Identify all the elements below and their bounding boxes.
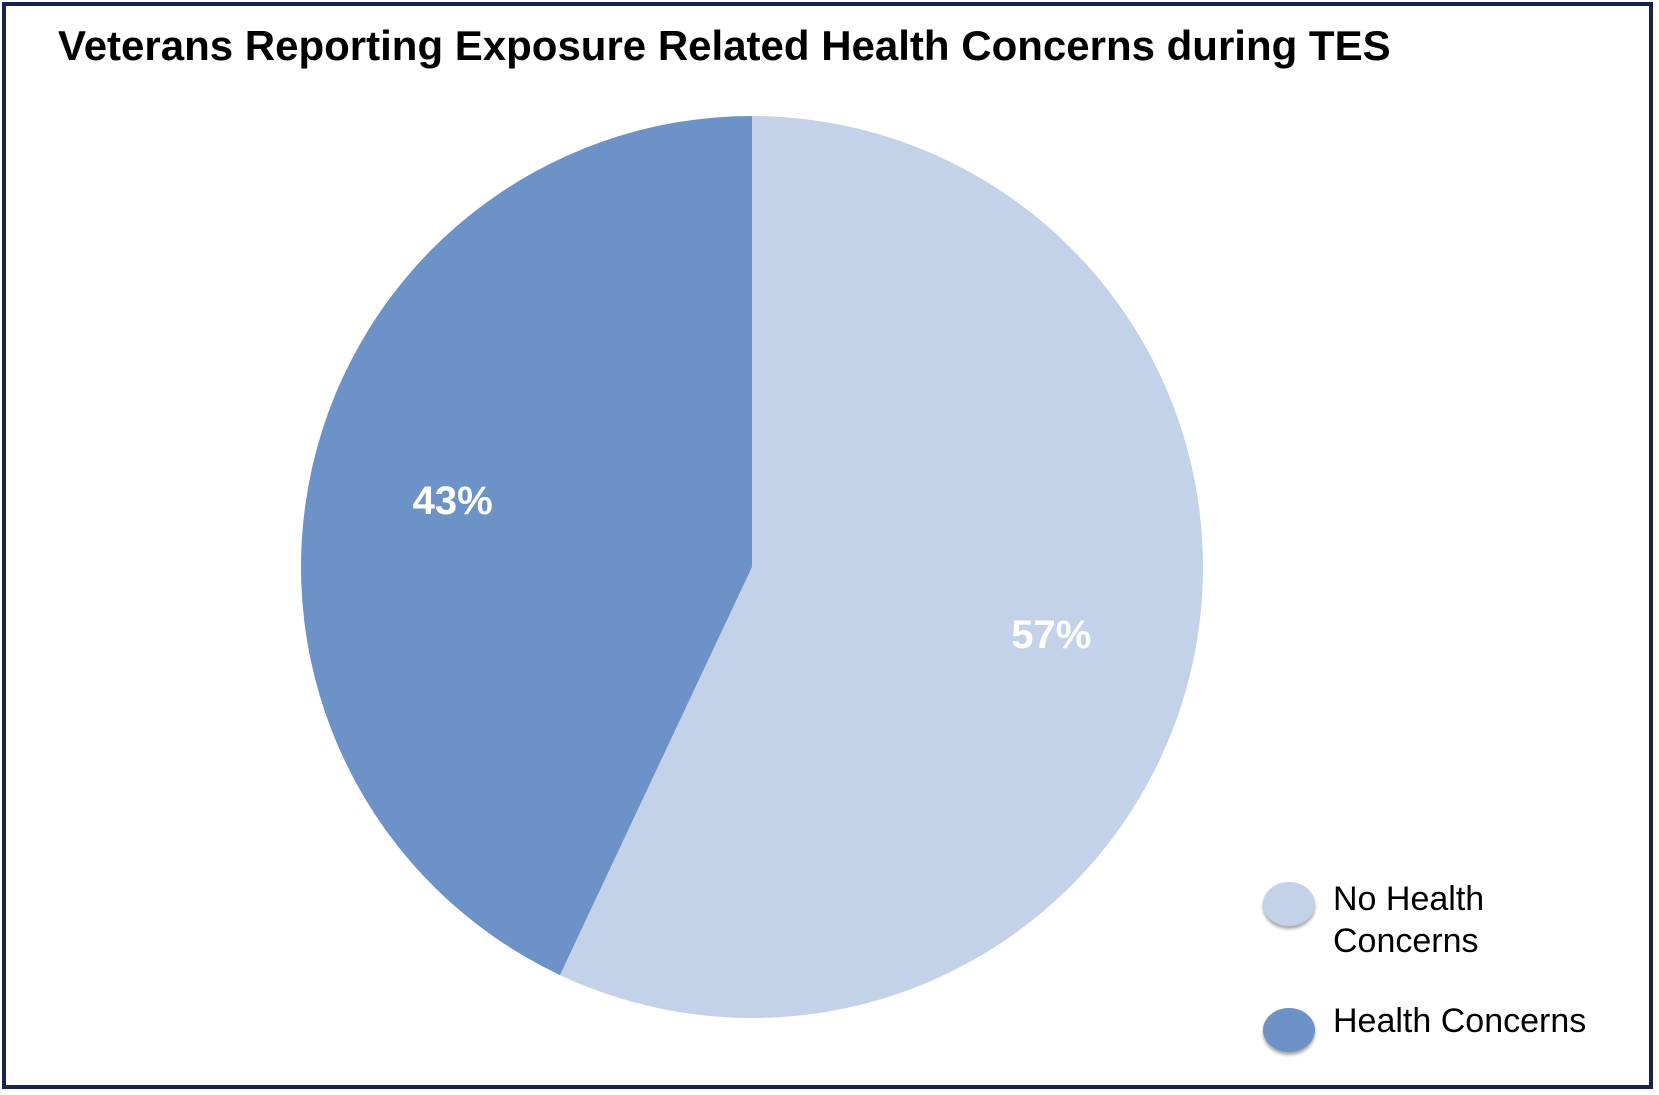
pie-labels: 57% 43% bbox=[413, 479, 1092, 657]
pie-label-no-health-concerns: 57% bbox=[1011, 613, 1091, 657]
pie-label-health-concerns: 43% bbox=[413, 479, 493, 523]
pie-slice-no-health-concerns bbox=[559, 116, 1203, 1018]
pie-slices bbox=[300, 116, 1203, 1018]
legend-label-health-concerns: Health Concerns bbox=[1333, 1002, 1587, 1040]
legend-label-no-health-concerns-line1: No Health bbox=[1333, 880, 1485, 918]
legend-swatch-health-concerns bbox=[1263, 1008, 1315, 1052]
pie-slice-health-concerns bbox=[300, 116, 752, 976]
legend-label-no-health-concerns-line2: Concerns bbox=[1333, 922, 1479, 960]
chart-title: Veterans Reporting Exposure Related Heal… bbox=[58, 22, 1391, 69]
legend-swatch-no-health-concerns bbox=[1263, 882, 1315, 926]
